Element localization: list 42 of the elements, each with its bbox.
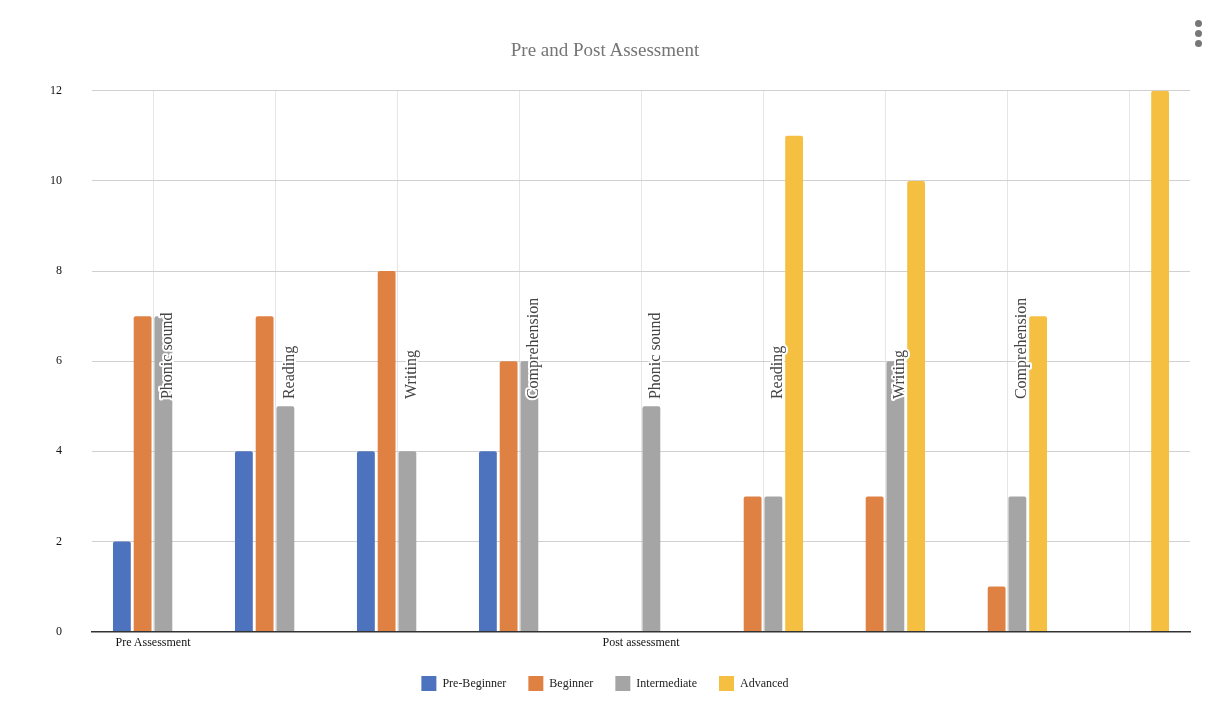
bar [234, 451, 253, 632]
bar [987, 586, 1006, 632]
annotation: Comprehension [1011, 297, 1030, 400]
bar [785, 135, 804, 632]
bar [865, 496, 884, 632]
bar [1151, 90, 1170, 632]
annotation: Reading [279, 345, 298, 400]
annotation: Phonic sound [645, 312, 663, 400]
y-tick-label: 2 [56, 533, 62, 548]
bar [112, 541, 131, 632]
y-tick-label: 12 [50, 82, 62, 97]
annotation: Comprehension [523, 297, 542, 400]
annotation: Writing [889, 349, 908, 400]
bar [642, 406, 661, 632]
bar [499, 361, 518, 632]
annotation: Reading [767, 345, 786, 400]
legend-label: Beginner [549, 675, 594, 690]
x-tick-label: Post assessment [602, 634, 681, 649]
bar [356, 451, 375, 632]
bar [377, 271, 396, 632]
y-tick-label: 6 [56, 353, 62, 368]
legend-label: Pre-Beginner [442, 675, 507, 690]
y-tick-label: 0 [56, 623, 62, 638]
bar [398, 451, 417, 632]
chart-title: Pre and Post Assessment [510, 39, 700, 61]
legend-label: Advanced [739, 675, 789, 690]
bar [743, 496, 762, 632]
bar [133, 316, 152, 632]
bar [276, 406, 295, 632]
bar [907, 180, 926, 632]
bar [764, 496, 783, 632]
y-tick-label: 4 [56, 443, 62, 458]
bar [1008, 496, 1027, 632]
y-tick-label: 10 [50, 173, 62, 188]
annotation: Writing [401, 349, 420, 400]
annotation: Phonic sound [157, 312, 175, 400]
bar [1029, 316, 1048, 632]
legend-label: Intermediate [636, 675, 697, 690]
bar [478, 451, 497, 632]
x-tick-label: Pre Assessment [115, 634, 192, 649]
bar [255, 316, 274, 632]
y-tick-label: 8 [56, 263, 62, 278]
